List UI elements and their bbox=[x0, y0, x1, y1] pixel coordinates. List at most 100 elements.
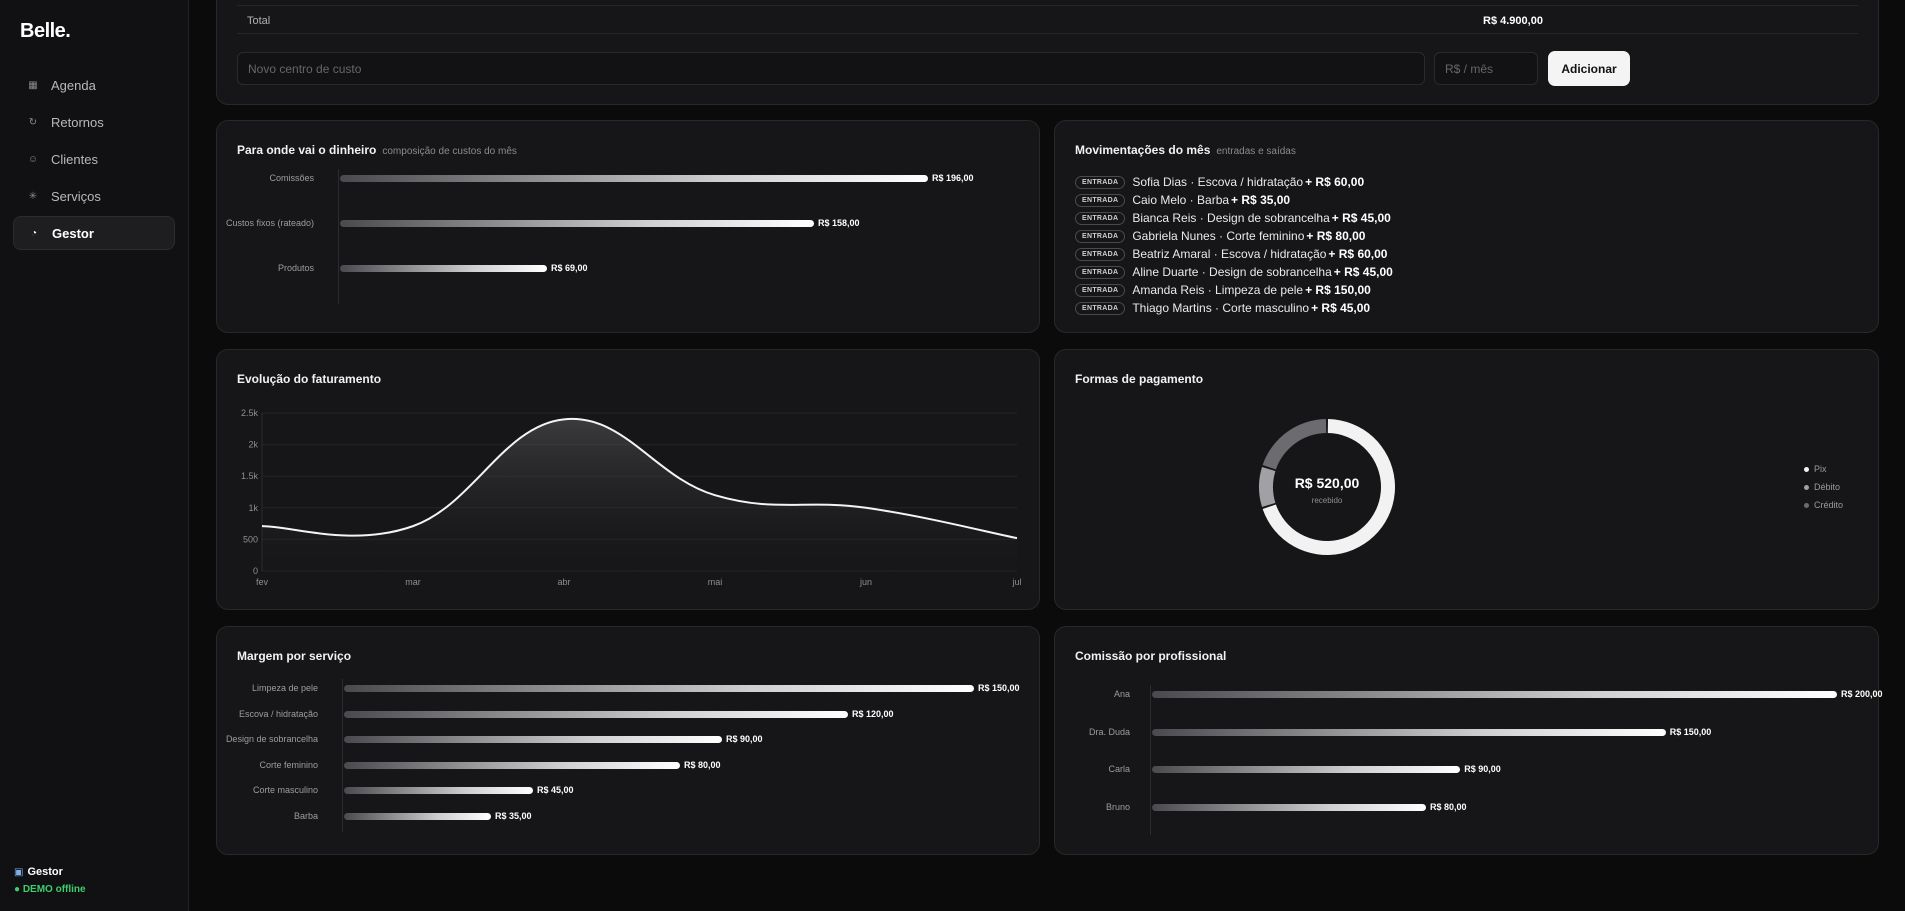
cost-bar bbox=[340, 220, 814, 227]
movement-amount: + R$ 45,00 bbox=[1311, 301, 1371, 315]
movement-amount: + R$ 150,00 bbox=[1305, 283, 1371, 297]
commission-category-label: Ana bbox=[1113, 689, 1130, 699]
margin-value-label: R$ 45,00 bbox=[537, 785, 574, 795]
cost-center-value-input[interactable] bbox=[1434, 52, 1538, 85]
revenue-ytick-label: 1.5k bbox=[241, 471, 259, 481]
sidebar-item-clientes[interactable]: ☺ Clientes bbox=[13, 142, 175, 176]
commission-bar bbox=[1152, 766, 1461, 773]
payment-center-label: recebido bbox=[1312, 496, 1343, 505]
movement-amount: + R$ 60,00 bbox=[1305, 175, 1365, 189]
movements-title-text: Movimentações do mês bbox=[1075, 143, 1211, 157]
movement-row: ENTRADA Amanda Reis · Limpeza de pele + R$… bbox=[1075, 281, 1393, 299]
commission-value-label: R$ 90,00 bbox=[1464, 764, 1501, 774]
sidebar-item-agenda[interactable]: ▦ Agenda bbox=[13, 68, 175, 102]
commission-value-label: R$ 200,00 bbox=[1841, 689, 1883, 699]
cost-total-row: Total R$ 4.900,00 bbox=[237, 5, 1858, 34]
movement-amount: + R$ 35,00 bbox=[1231, 193, 1291, 207]
commission-title: Comissão por profissional bbox=[1075, 649, 1227, 663]
cost-axis-line bbox=[338, 169, 339, 304]
movement-amount: + R$ 45,00 bbox=[1331, 211, 1391, 225]
cost-composition-title: Para onde vai o dinheiro composição de cu… bbox=[237, 143, 517, 157]
movement-amount: + R$ 60,00 bbox=[1328, 247, 1388, 261]
margin-value-label: R$ 35,00 bbox=[495, 810, 532, 821]
legend-dot-icon bbox=[1804, 502, 1809, 508]
commission-value-label: R$ 80,00 bbox=[1430, 801, 1467, 812]
gauge-icon: ◔ bbox=[30, 227, 38, 239]
movement-description: Amanda Reis · Limpeza de pele bbox=[1132, 283, 1304, 297]
sidebar-footer: ▣ Gestor ● DEMO offline bbox=[14, 866, 86, 895]
service-margin-title: Margem por serviço bbox=[237, 649, 352, 663]
payment-legend-label: Crédito bbox=[1814, 500, 1844, 510]
cost-category-label: Produtos bbox=[277, 263, 314, 273]
cost-category-label: Custos fixos (rateado) bbox=[225, 218, 314, 228]
margin-bar bbox=[344, 685, 974, 692]
margin-category-label: Corte feminino bbox=[259, 759, 318, 770]
margin-value-label: R$ 150,00 bbox=[978, 683, 1020, 693]
margin-category-label: Design de sobrancelha bbox=[225, 734, 318, 744]
entry-badge: ENTRADA bbox=[1075, 283, 1126, 297]
margin-bar bbox=[344, 710, 848, 718]
payment-legend-item: Pix bbox=[1804, 460, 1843, 478]
users-icon: ☺ bbox=[27, 153, 39, 165]
cost-bar bbox=[340, 175, 928, 182]
revenue-title: Evolução do faturamento bbox=[237, 372, 382, 386]
commission-category-label: Dra. Duda bbox=[1088, 726, 1130, 737]
sidebar-item-label: Clientes bbox=[51, 151, 98, 167]
movements-subtitle: entradas e saídas bbox=[1216, 146, 1296, 157]
revenue-chart: 0 500 1k 1.5k 2k 2.5k fev mar abr mai jun jul bbox=[241, 408, 1022, 587]
sidebar: Belle. ▦ Agenda ↻ Retornos ☺ Clientes ✳ Serviço… bbox=[0, 0, 189, 911]
movement-amount: + R$ 45,00 bbox=[1333, 265, 1393, 279]
movements-title: Movimentações do mês entradas e saídas bbox=[1075, 143, 1296, 157]
add-cost-center-button[interactable]: Adicionar bbox=[1548, 51, 1630, 86]
margin-bar bbox=[344, 812, 491, 820]
movement-description: Thiago Martins · Corte masculino bbox=[1132, 301, 1310, 315]
entry-badge: ENTRADA bbox=[1075, 211, 1126, 225]
margin-axis-line bbox=[342, 679, 343, 832]
entry-badge: ENTRADA bbox=[1075, 229, 1126, 243]
payment-donut-chart: R$ 520,00 recebido bbox=[1259, 419, 1395, 555]
calendar-icon: ▦ bbox=[28, 79, 38, 91]
payment-legend: Pix Débito Crédito bbox=[1804, 460, 1843, 514]
movement-row: ENTRADA Aline Duarte · Design de sobrance… bbox=[1075, 263, 1393, 281]
legend-dot-icon bbox=[1804, 466, 1809, 472]
payment-title: Formas de pagamento bbox=[1075, 372, 1204, 386]
movement-description: Caio Melo · Barba bbox=[1132, 193, 1230, 207]
user-badge-icon: ▣ bbox=[14, 866, 24, 878]
revenue-ytick-label: 2.5k bbox=[241, 408, 259, 418]
service-margin-card: Margem por serviço Limpeza de pele R$ 150… bbox=[216, 626, 1040, 855]
cost-total-label: Total bbox=[247, 15, 271, 27]
revenue-xtick-label: mai bbox=[708, 577, 723, 587]
margin-bar bbox=[344, 787, 533, 794]
revenue-xtick-label: mar bbox=[405, 577, 421, 587]
refresh-icon: ↻ bbox=[28, 116, 38, 128]
cost-composition-title-text: Para onde vai o dinheiro bbox=[237, 143, 377, 157]
current-user-label: Gestor bbox=[27, 866, 63, 878]
margin-category-label: Escova / hidratação bbox=[238, 708, 318, 719]
cost-centers-card: Total R$ 4.900,00 Adicionar bbox=[216, 0, 1879, 105]
payment-legend-item: Débito bbox=[1804, 478, 1843, 496]
new-cost-center-input[interactable] bbox=[237, 52, 1425, 85]
entry-badge: ENTRADA bbox=[1075, 175, 1126, 189]
entry-badge: ENTRADA bbox=[1075, 265, 1126, 279]
cost-category-label: Comissões bbox=[269, 173, 314, 183]
payment-legend-label: Pix bbox=[1814, 464, 1827, 474]
brand-logo: Belle. bbox=[20, 20, 71, 42]
movement-row: ENTRADA Thiago Martins · Corte masculino +… bbox=[1075, 299, 1393, 317]
current-user: ▣ Gestor bbox=[14, 866, 86, 878]
margin-value-label: R$ 80,00 bbox=[684, 759, 721, 770]
sidebar-item-gestor[interactable]: ◔ Gestor bbox=[13, 216, 175, 250]
sidebar-item-retornos[interactable]: ↻ Retornos bbox=[13, 105, 175, 139]
movement-description: Sofia Dias · Escova / hidratação bbox=[1132, 175, 1304, 189]
entry-badge: ENTRADA bbox=[1075, 301, 1126, 315]
entry-badge: ENTRADA bbox=[1075, 247, 1126, 261]
revenue-xtick-label: fev bbox=[256, 577, 269, 587]
movement-row: ENTRADA Beatriz Amaral · Escova / hidrata… bbox=[1075, 245, 1393, 263]
sparkle-icon: ✳ bbox=[28, 190, 38, 202]
margin-value-label: R$ 90,00 bbox=[726, 734, 763, 744]
commission-category-label: Bruno bbox=[1105, 801, 1130, 812]
payment-slice-debito bbox=[1259, 466, 1276, 508]
commission-axis-line bbox=[1150, 685, 1151, 835]
sidebar-item-label: Agenda bbox=[51, 77, 96, 93]
sidebar-item-servicos[interactable]: ✳ Serviços bbox=[13, 179, 175, 213]
